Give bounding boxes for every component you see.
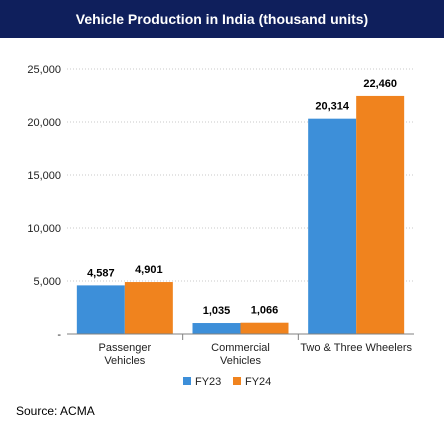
bar-fy24 [240,322,289,334]
source-note: Source: ACMA [16,404,95,418]
data-label: 4,587 [87,267,115,279]
x-tick-label-line: Vehicles [104,355,145,367]
bar-fy23 [308,118,357,334]
x-tick-label-line: Passenger [99,342,152,354]
bar-fy24 [356,95,405,334]
data-label: 20,314 [315,101,350,113]
bar-fy24 [124,282,173,334]
data-label: 22,460 [363,78,397,90]
x-tick-label-line: Two & Three Wheelers [300,342,412,354]
y-tick-label: 15,000 [27,170,61,182]
x-tick-label: Passenger Vehicles [99,342,152,367]
x-tick-label: Commercial Vehicles [211,342,270,367]
grid-lines [67,68,414,282]
legend-label: FY23 [195,376,221,388]
bars [76,95,405,334]
legend-label: FY24 [245,376,271,388]
y-tick-label: 10,000 [27,223,61,235]
data-label: 1,066 [251,305,279,317]
legend: FY23 FY24 [183,376,271,388]
y-tick-label: 20,000 [27,117,61,129]
x-tick-label: Two & Three Wheelers [300,342,412,354]
bar-fy23 [192,323,241,334]
y-tick-label: 5,000 [33,276,61,288]
legend-swatch-fy23 [183,377,191,385]
data-labels: 4,587 4,901 1,035 1,066 20,314 22,460 [87,78,397,317]
y-tick-label: 25,000 [27,64,61,76]
legend-swatch-fy24 [233,377,241,385]
y-axis-ticks: - 5,000 10,000 15,000 20,000 25,000 [27,64,61,341]
bar-fy23 [76,285,125,334]
bar-chart: - 5,000 10,000 15,000 20,000 25,000 4,587 4,90… [27,64,414,388]
x-tick-label-line: Vehicles [220,355,261,367]
y-tick-label: - [57,329,61,341]
data-label: 1,035 [203,305,231,317]
chart-title: Vehicle Production in India (thousand un… [0,0,444,38]
x-tick-label-line: Commercial [211,342,270,354]
data-label: 4,901 [135,264,163,276]
